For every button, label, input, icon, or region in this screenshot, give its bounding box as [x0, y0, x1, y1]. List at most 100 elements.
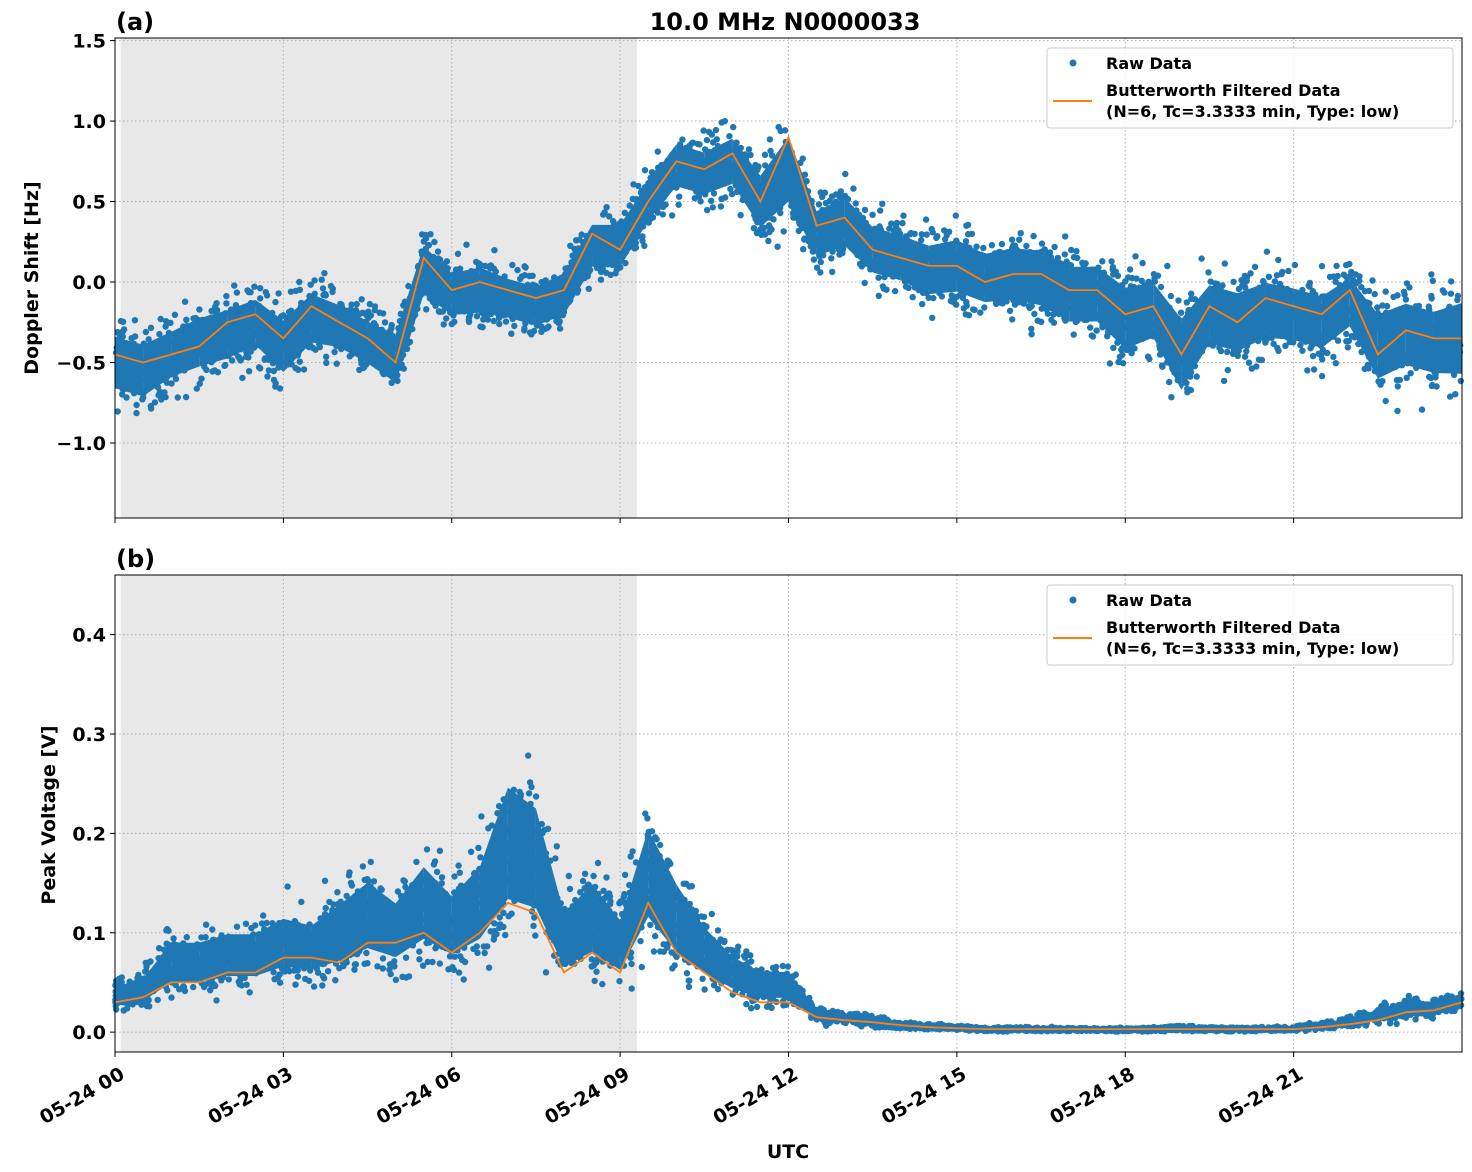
raw-data-point [182, 393, 190, 401]
raw-data-point [213, 997, 220, 1004]
raw-data-point [1426, 373, 1433, 381]
raw-data-point [366, 300, 373, 308]
raw-data-point [638, 963, 645, 971]
raw-data-point [340, 962, 347, 970]
raw-data-point [850, 185, 857, 192]
raw-data-point [641, 167, 649, 174]
raw-data-point [593, 968, 600, 975]
raw-data-point [909, 294, 916, 301]
raw-data-dense-band [704, 138, 733, 195]
raw-data-point [709, 139, 717, 146]
raw-data-point [1109, 264, 1117, 271]
raw-data-point [1009, 316, 1016, 323]
raw-data-point [151, 399, 159, 406]
raw-data-point [203, 366, 210, 374]
raw-data-point [1061, 251, 1069, 258]
raw-data-point [1224, 366, 1232, 374]
raw-data-dense-band [451, 267, 480, 316]
raw-data-point [1017, 230, 1024, 237]
raw-data-point [379, 965, 386, 972]
raw-data-point [767, 225, 774, 232]
legend-raw-label-a: Raw Data [1106, 54, 1192, 73]
raw-data-point [451, 873, 458, 880]
nighttime-shading-a [120, 38, 637, 518]
raw-data-point [544, 825, 552, 832]
raw-data-point [603, 874, 610, 881]
raw-data-point [162, 323, 169, 330]
raw-data-point [1340, 271, 1348, 278]
raw-data-point [737, 212, 744, 219]
raw-data-point [422, 235, 430, 242]
raw-data-point [120, 326, 128, 333]
raw-data-point [360, 364, 367, 372]
raw-data-point [817, 258, 824, 266]
raw-data-point [265, 367, 273, 374]
raw-data-point [223, 300, 230, 307]
raw-data-point [1151, 278, 1159, 285]
raw-data-point [1343, 261, 1350, 269]
raw-data-point [345, 872, 353, 879]
raw-data-point [981, 304, 988, 311]
raw-data-point [1038, 318, 1045, 325]
raw-data-point [1087, 324, 1094, 331]
raw-data-point [765, 237, 772, 245]
raw-data-point [1030, 232, 1037, 240]
raw-data-point [323, 353, 330, 360]
raw-data-point [1008, 236, 1016, 243]
raw-data-point [817, 269, 824, 276]
raw-data-point [998, 240, 1006, 248]
raw-data-point [193, 385, 200, 392]
raw-data-point [252, 922, 259, 929]
raw-data-point [1330, 273, 1337, 280]
raw-data-point [163, 927, 170, 934]
raw-data-point [1344, 344, 1352, 351]
raw-data-point [320, 975, 328, 982]
raw-data-dense-band [115, 336, 144, 397]
raw-data-point [427, 231, 434, 238]
raw-data-point [448, 320, 455, 328]
raw-data-point [202, 921, 210, 928]
raw-data-dense-band [676, 884, 705, 973]
raw-data-point [480, 943, 488, 950]
raw-data-point [157, 315, 164, 323]
raw-data-point [1425, 303, 1433, 310]
raw-data-point [705, 128, 713, 136]
raw-data-point [597, 276, 605, 283]
raw-data-point [1146, 355, 1153, 363]
raw-data-point [703, 136, 711, 144]
raw-data-point [1310, 366, 1318, 373]
raw-data-point [555, 319, 562, 327]
raw-data-point [392, 976, 400, 983]
y-tick-label: 1.0 [72, 111, 106, 133]
raw-data-point [1241, 353, 1249, 360]
raw-data-point [1291, 261, 1299, 269]
raw-data-point [1079, 259, 1086, 266]
raw-data-point [1193, 373, 1200, 380]
raw-data-point [906, 231, 914, 238]
raw-data-point [617, 264, 624, 271]
raw-data-point [276, 979, 284, 986]
raw-data-point [712, 126, 720, 134]
raw-data-point [567, 242, 574, 249]
raw-data-point [565, 872, 572, 880]
raw-data-point [461, 958, 469, 966]
raw-data-point [231, 282, 238, 289]
raw-data-point [1457, 377, 1465, 385]
raw-data-point [473, 313, 481, 320]
raw-data-point [869, 211, 876, 218]
raw-data-point [367, 858, 374, 866]
raw-data-point [400, 365, 407, 372]
raw-data-point [438, 874, 446, 881]
raw-data-point [1089, 333, 1097, 340]
raw-data-point [300, 366, 308, 373]
raw-data-point [962, 311, 969, 318]
raw-data-point [747, 151, 754, 159]
raw-data-point [264, 373, 271, 380]
raw-data-point [923, 231, 930, 238]
raw-data-point [553, 843, 560, 850]
raw-data-point [331, 348, 338, 356]
raw-data-point [1418, 406, 1426, 413]
raw-data-point [225, 976, 232, 983]
raw-data-point [296, 358, 303, 365]
raw-data-point [566, 885, 574, 893]
